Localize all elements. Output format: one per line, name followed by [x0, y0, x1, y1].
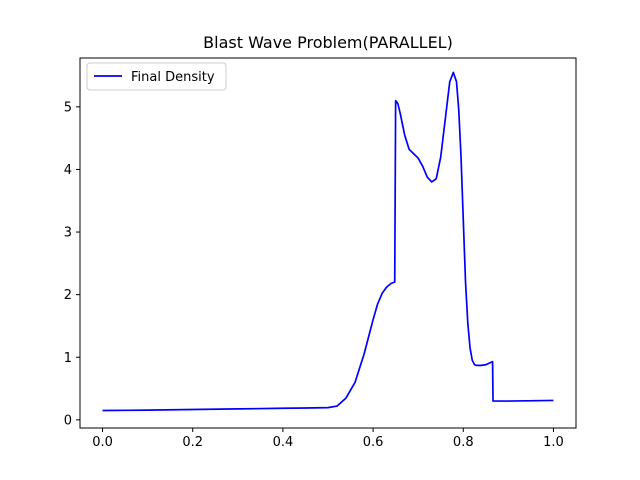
legend-box — [86, 62, 227, 91]
series-group — [102, 71, 554, 412]
chart-title: Blast Wave Problem(PARALLEL) — [203, 33, 453, 52]
plot-area — [79, 57, 577, 429]
y-tick-label: 4 — [64, 163, 72, 178]
y-tick-label: 2 — [64, 288, 72, 303]
x-tick-label: 0.4 — [273, 435, 294, 450]
y-tick-label: 5 — [64, 100, 72, 115]
x-tick-label: 0.6 — [363, 435, 384, 450]
y-tick-label: 1 — [64, 351, 72, 366]
y-axis: 0 1 2 3 4 5 — [64, 100, 80, 428]
x-tick-label: 1.0 — [543, 435, 564, 450]
series-line-final-density — [102, 71, 554, 412]
y-tick-label: 3 — [64, 226, 72, 241]
plot-frame — [79, 57, 577, 429]
x-tick-label: 0.0 — [92, 435, 113, 450]
legend-label-final-density: Final Density — [131, 70, 215, 85]
y-tick-label: 0 — [64, 413, 72, 428]
x-axis: 0.0 0.2 0.4 0.6 0.8 1.0 — [92, 428, 564, 450]
x-tick-label: 0.2 — [182, 435, 203, 450]
x-tick-label: 0.8 — [453, 435, 474, 450]
legend: Final Density — [86, 62, 227, 91]
